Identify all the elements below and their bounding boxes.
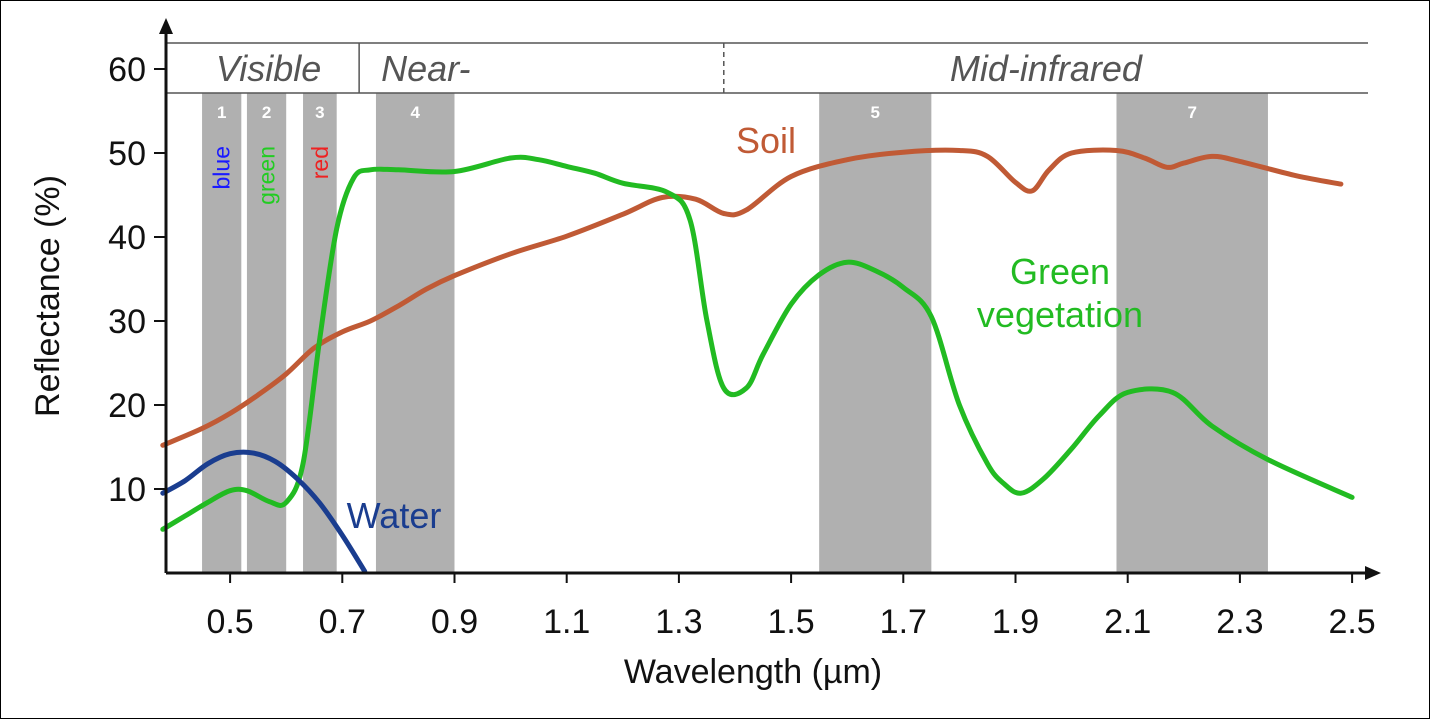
axes: 0.5 0.7 0.9 1.1 1.3 1.5 1.7 1.9 2.1 2.3 2.5 10 20 30 4… [108,18,1381,641]
band-4-number: 4 [410,103,420,122]
x-tick-label: 1.3 [655,603,702,641]
x-tick-label: 2.1 [1104,603,1151,641]
band-7-number: 7 [1187,103,1196,122]
band-2-color-label: green [254,146,280,205]
band-5-number: 5 [871,103,880,122]
x-tick-label: 1.1 [543,603,590,641]
series-lines [160,147,1355,574]
x-axis-arrow [1365,566,1381,580]
y-axis-arrow [159,18,173,34]
band-1-number: 1 [217,103,226,122]
band-1-color-label: blue [209,146,235,189]
band-3-number: 3 [315,103,324,122]
band-3-color-label: red [307,146,333,179]
y-tick-label: 20 [108,387,146,425]
y-tick-label: 60 [108,51,146,89]
x-tick-label: 2.3 [1216,603,1263,641]
x-tick-label: 1.7 [880,603,927,641]
band-2-number: 2 [262,103,271,122]
y-tick-label: 30 [108,303,146,341]
x-tick-label: 1.9 [992,603,1039,641]
chart-labels: Wavelength (µm) Reflectance (%) Soil Green v… [29,120,1143,691]
soil-label: Soil [736,120,796,161]
y-tick-label: 50 [108,135,146,173]
green-vegetation-label: Green vegetation [977,251,1143,335]
green-vegetation-line [160,154,1355,532]
x-tick-label: 0.5 [206,603,253,641]
band-5-rect [819,93,932,573]
x-tick-label: 0.7 [319,603,366,641]
y-axis-title: Reflectance (%) [29,175,67,417]
x-axis-title: Wavelength (µm) [624,653,882,691]
region-label-2: Mid-infrared [950,48,1143,89]
y-tick-label: 40 [108,219,146,257]
water-line [160,449,368,574]
y-tick-label: 10 [108,471,146,509]
region-label-1: Near- [381,48,470,89]
soil-line [160,147,1344,448]
x-tick-label: 1.5 [767,603,814,641]
band-7-rect [1116,93,1268,573]
region-label-0: Visible [216,48,321,89]
x-tick-label: 2.5 [1328,603,1375,641]
x-tick-label: 0.9 [431,603,478,641]
spectral-region-header: Visible Near- Mid-infrared [166,42,1368,94]
water-label: Water [347,495,442,536]
